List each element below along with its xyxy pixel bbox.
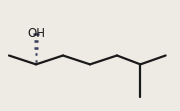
- Text: OH: OH: [27, 27, 45, 40]
